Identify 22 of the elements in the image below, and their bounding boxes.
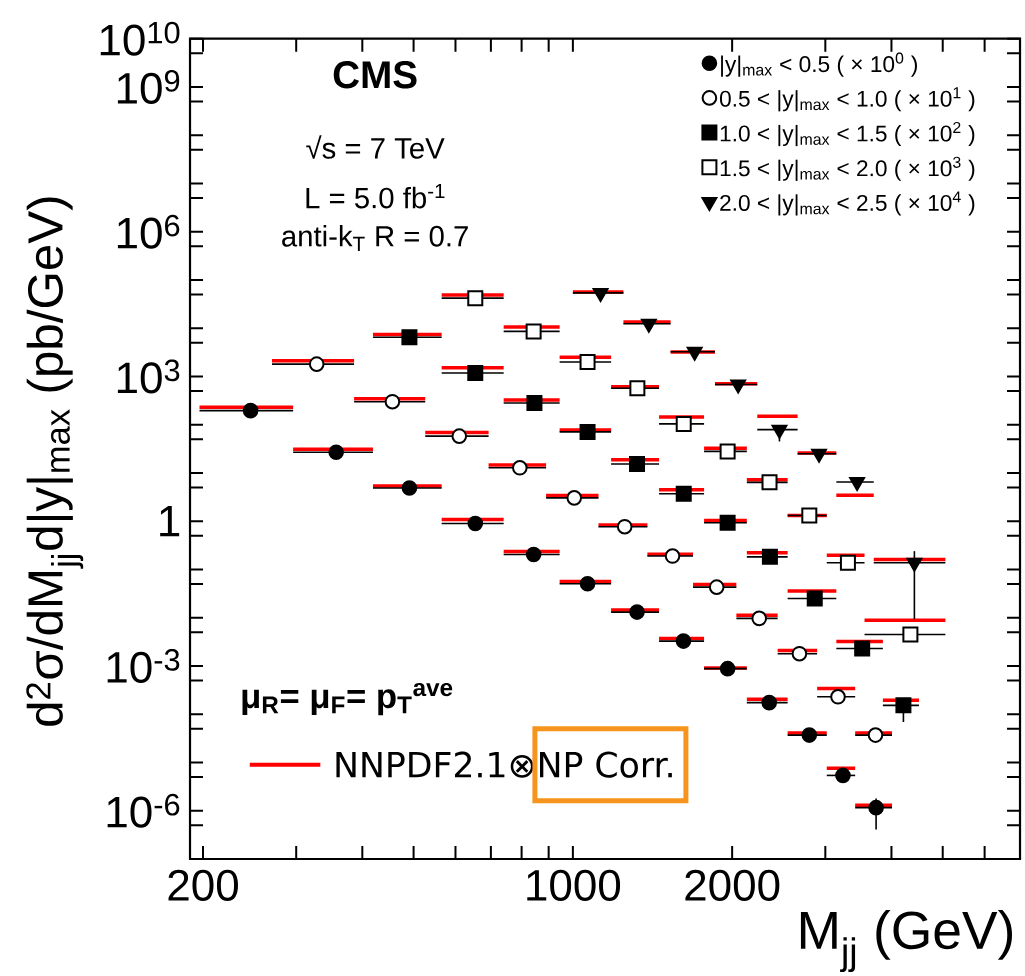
annotation: CMS — [333, 61, 417, 89]
legend-label: 0.5 < |y|$_{max}$ < 1.0 ( × 10$^{1}$ ) — [719, 87, 975, 112]
y-tick-label: 10$^{10}$ — [100, 21, 180, 56]
x-tick-label: 2000 — [685, 869, 780, 901]
x-tick-label: 1000 — [527, 869, 621, 901]
y-tick-label: 10$^{6}$ — [117, 214, 180, 249]
y-tick-label: 10$^{-6}$ — [107, 793, 180, 828]
annotation: √s = 7 TeV — [306, 135, 445, 159]
y-tick-label: 10$^{9}$ — [117, 69, 180, 104]
x-tick-label: 200 — [168, 869, 238, 901]
y-axis-title: d$^{2}$σ/dM$_{jj}$d|y|$_{max}$ (pb/GeV) — [26, 197, 84, 726]
x-axis-title: M$_{jj}$ (GeV) — [800, 910, 1012, 973]
annotation: L = 5.0 fb$^{-1}$ — [306, 183, 445, 209]
legend-label: |y|$_{max}$ < 0.5 ( × 10$^{0}$ ) — [721, 52, 917, 77]
y-tick-label: 1 — [160, 506, 180, 537]
legend-label: 2.0 < |y|$_{max}$ < 2.5 ( × 10$^{4}$ ) — [720, 191, 975, 216]
y-tick-label: 10$^{3}$ — [117, 359, 180, 394]
annotation: anti-k$_{T}$ R = 0.7 — [282, 225, 468, 251]
y-tick-label: 10$^{-3}$ — [107, 648, 180, 683]
legend-label: 1.0 < |y|$_{max}$ < 1.5 ( × 10$^{2}$ ) — [720, 121, 975, 147]
legend-label: 1.5 < |y|$_{max}$ < 2.0 ( × 10$^{3}$ ) — [720, 156, 975, 181]
annotation: μ$_{R}$= μ$_{F}$= p$_{T}$ave — [242, 682, 453, 716]
